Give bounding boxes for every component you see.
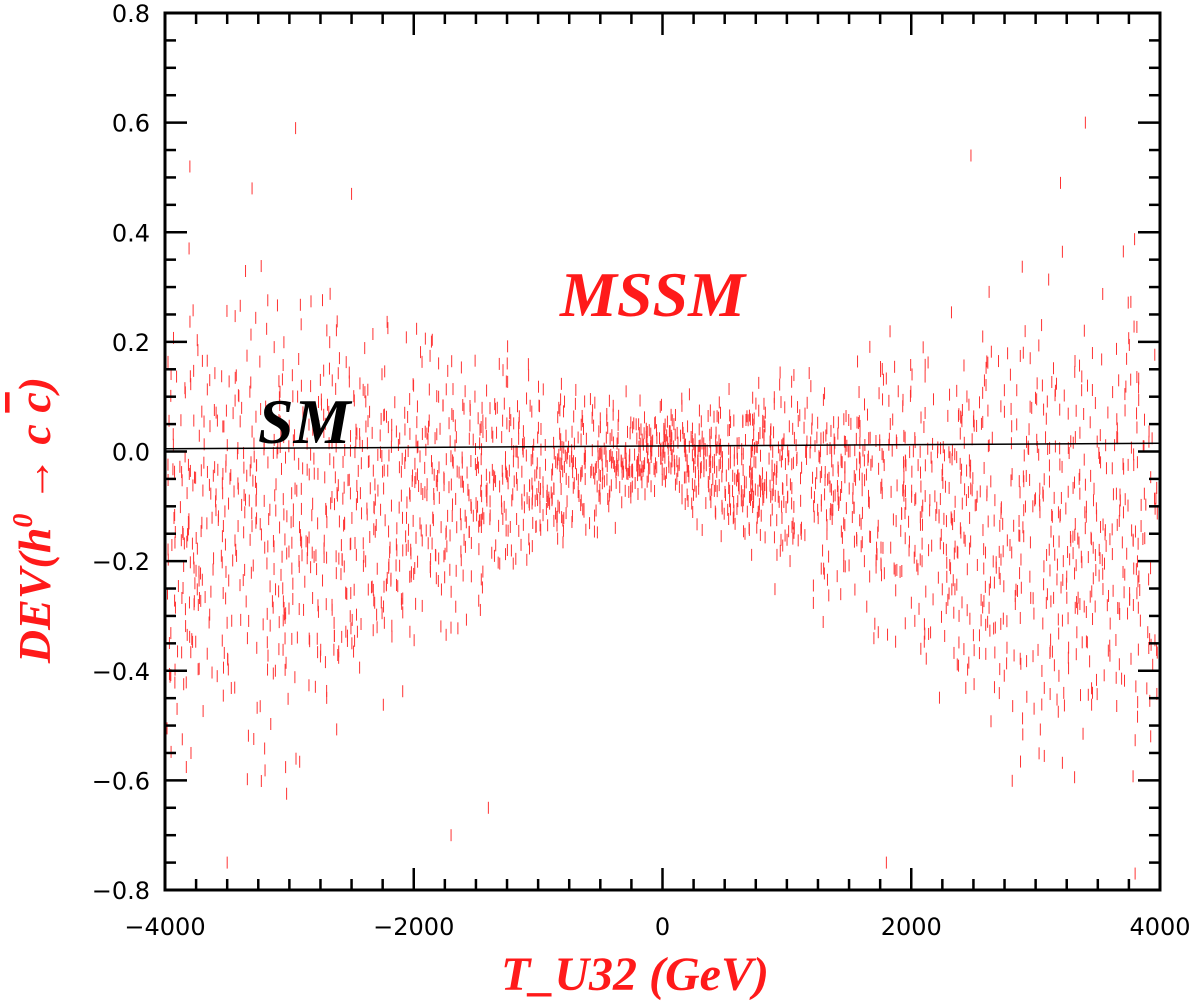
y-axis-title-prefix: DEV(h [9, 528, 60, 664]
y-tick-label: 0.6 [112, 110, 150, 138]
y-tick-label: 0.0 [112, 439, 150, 467]
y-axis-title-suffix: ) [9, 377, 60, 396]
x-axis-title: T_U32 (GeV) [501, 948, 769, 1001]
x-tick-label: 0 [655, 913, 670, 941]
y-axis-title-superscript: 0 [8, 514, 39, 528]
y-axis-title-arrow: → [9, 445, 60, 514]
y-tick-label: 0.2 [112, 329, 150, 357]
y-tick-label: −0.4 [92, 658, 150, 686]
svg-text:DEV(h0 → c c): DEV(h0 → c c) [8, 377, 60, 664]
x-tick-labels: −4000 −2000 0 2000 4000 [124, 913, 1190, 941]
y-tick-label: −0.6 [92, 767, 150, 795]
x-tick-label: −4000 [124, 913, 205, 941]
y-axis-title: DEV(h0 → c c) [8, 377, 60, 664]
sm-line [164, 442, 1161, 450]
y-tick-labels: −0.8 −0.6 −0.4 −0.2 0.0 0.2 0.4 0.6 0.8 [92, 0, 150, 905]
axis-ticks [163, 11, 1162, 892]
annotation-sm: SM [258, 386, 353, 457]
x-tick-label: 2000 [881, 913, 942, 941]
y-tick-label: −0.8 [92, 877, 150, 905]
annotation-mssm: MSSM [559, 259, 747, 330]
y-tick-label: 0.4 [112, 219, 150, 247]
mssm-points [166, 116, 1158, 880]
y-axis-title-c2: c [9, 392, 60, 412]
y-tick-label: −0.2 [92, 548, 150, 576]
y-tick-label: 0.8 [112, 0, 150, 28]
x-tick-label: 4000 [1129, 913, 1190, 941]
x-tick-label: −2000 [373, 913, 454, 941]
y-axis-title-c1: c [9, 424, 60, 444]
plot-area [163, 11, 1162, 892]
